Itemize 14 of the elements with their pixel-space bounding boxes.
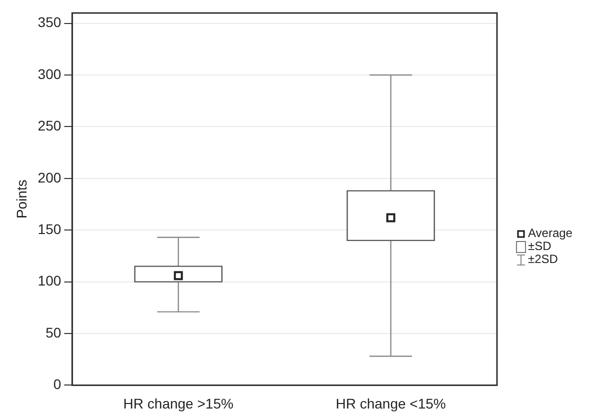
text: Average — [528, 226, 572, 240]
y-tick-label: 250 — [38, 118, 62, 134]
y-axis-title: Points — [13, 180, 30, 219]
y-tick-label: 50 — [46, 324, 62, 340]
text: ±2SD — [528, 252, 558, 266]
y-tick-label: 350 — [38, 14, 62, 30]
x-tick-label: HR change >15% — [123, 395, 234, 412]
x-tick-label: HR change <15% — [336, 395, 446, 412]
y-tick-label: 100 — [38, 272, 62, 289]
text: ±SD — [528, 239, 552, 253]
y-tick-label: 300 — [38, 66, 62, 82]
y-tick-label: 0 — [53, 376, 62, 392]
y-tick-label: 150 — [38, 220, 62, 237]
y-tick-label: 200 — [38, 169, 62, 186]
